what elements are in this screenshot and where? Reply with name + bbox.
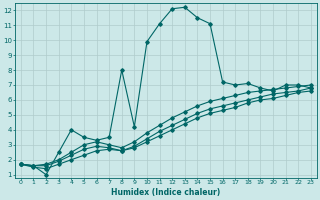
X-axis label: Humidex (Indice chaleur): Humidex (Indice chaleur) [111, 188, 220, 197]
